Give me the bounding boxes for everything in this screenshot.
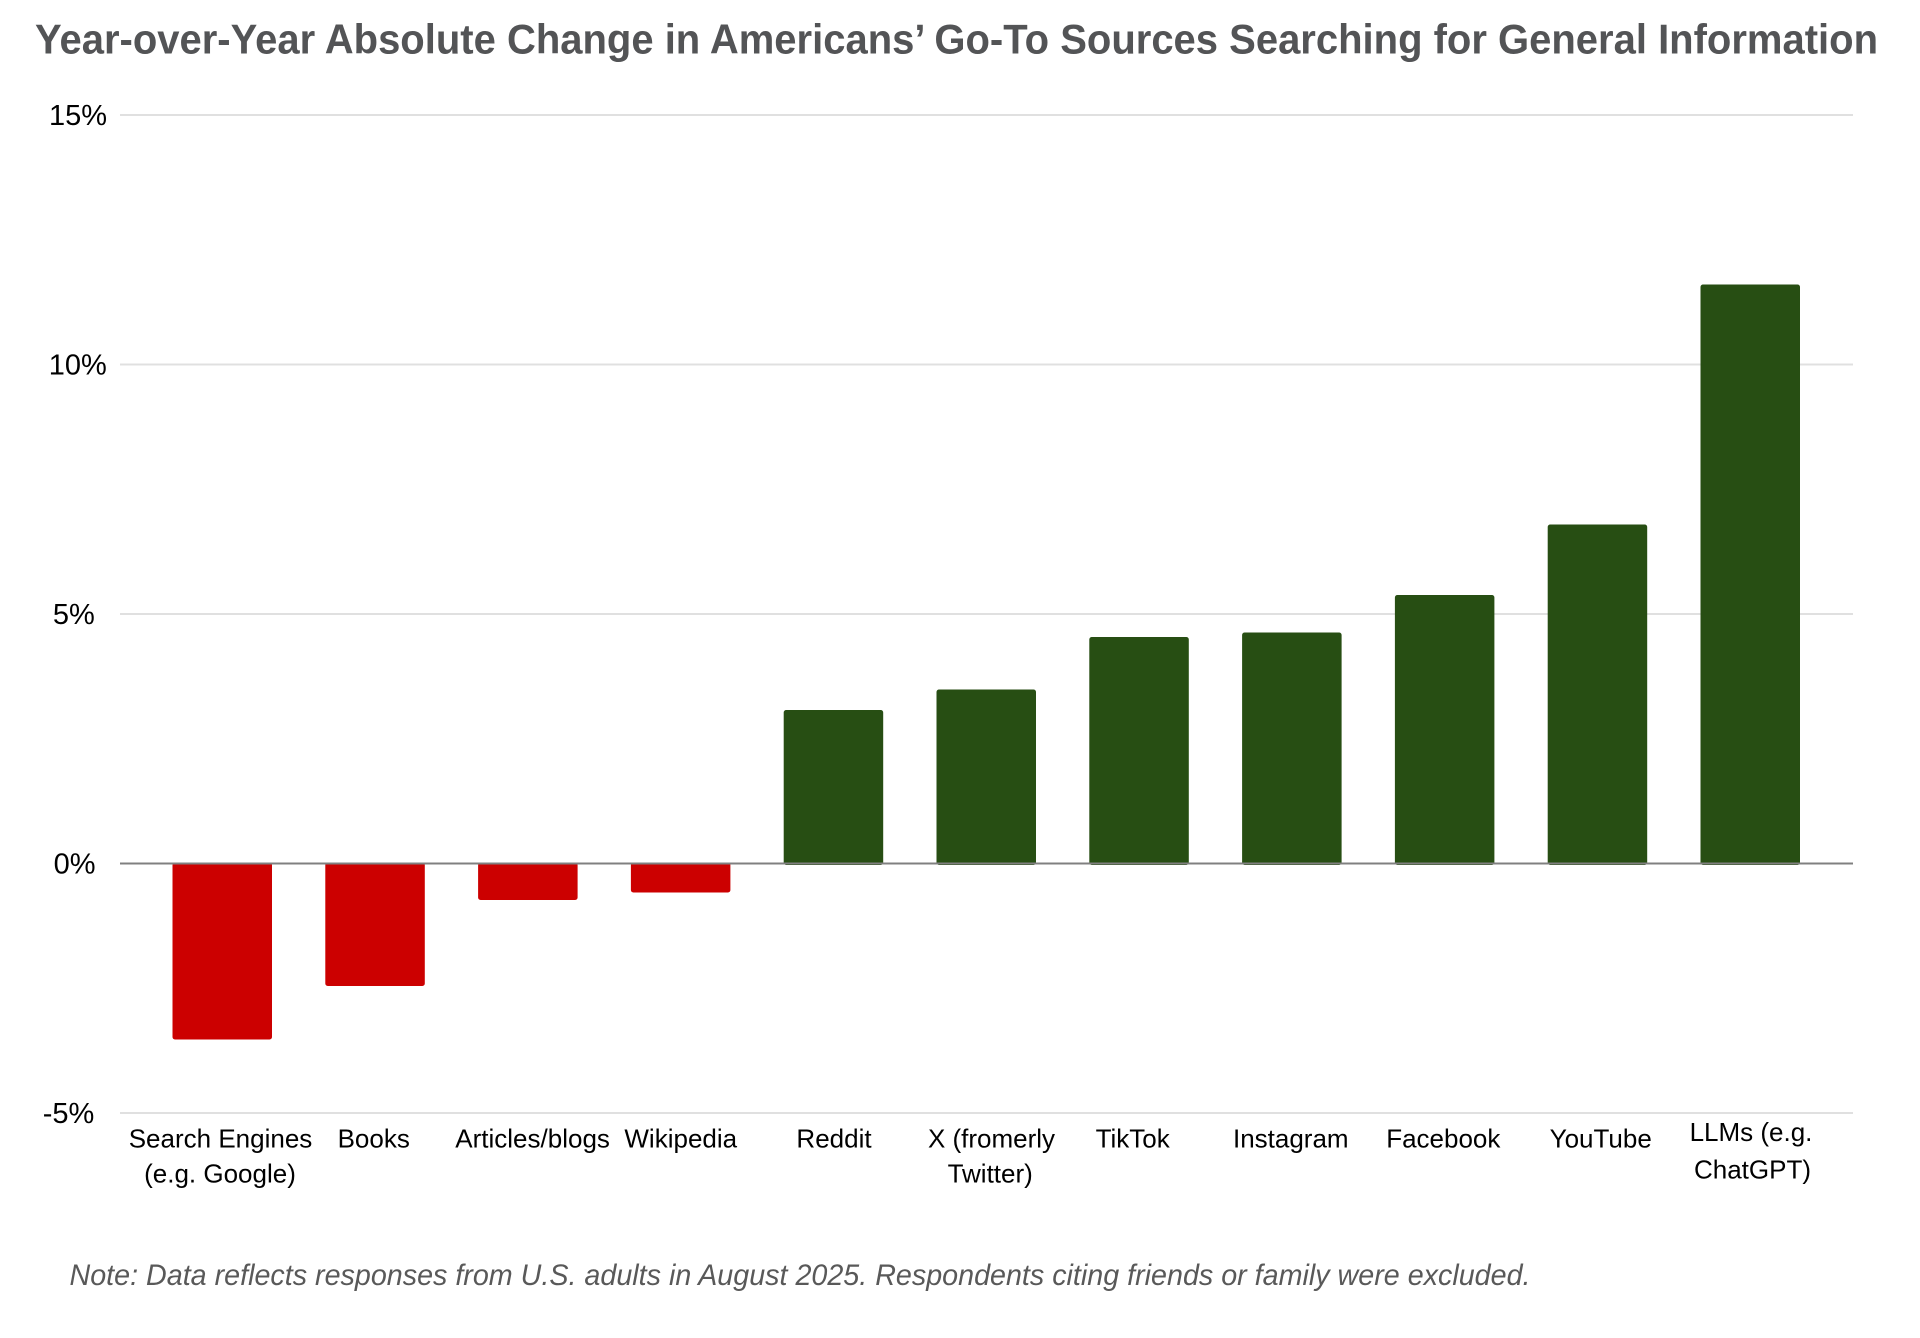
svg-text:TikTok: TikTok	[1096, 1124, 1171, 1154]
svg-text:Wikipedia: Wikipedia	[624, 1124, 737, 1154]
svg-text:Note: Data reflects responses: Note: Data reflects responses from U.S. …	[70, 1259, 1531, 1292]
svg-text:Search Engines: Search Engines	[129, 1124, 313, 1154]
svg-text:Articles/blogs: Articles/blogs	[455, 1124, 610, 1154]
svg-text:Instagram: Instagram	[1233, 1124, 1349, 1154]
svg-text:10%: 10%	[49, 350, 107, 382]
svg-text:YouTube: YouTube	[1550, 1124, 1652, 1154]
svg-text:Reddit: Reddit	[796, 1124, 872, 1154]
svg-text:Twitter): Twitter)	[948, 1159, 1033, 1189]
svg-text:15%: 15%	[49, 100, 107, 132]
svg-text:Year-over-Year Absolute Change: Year-over-Year Absolute Change in Americ…	[35, 16, 1878, 63]
svg-text:Facebook: Facebook	[1386, 1124, 1501, 1154]
svg-text:0%: 0%	[54, 849, 96, 881]
svg-text:5%: 5%	[53, 599, 95, 631]
svg-text:Books: Books	[338, 1124, 410, 1154]
svg-text:ChatGPT): ChatGPT)	[1694, 1155, 1811, 1185]
svg-text:X (fromerly: X (fromerly	[928, 1124, 1055, 1154]
svg-text:-5%: -5%	[43, 1098, 95, 1130]
svg-text:LLMs (e.g.: LLMs (e.g.	[1690, 1117, 1813, 1147]
svg-text:(e.g. Google): (e.g. Google)	[144, 1159, 296, 1189]
